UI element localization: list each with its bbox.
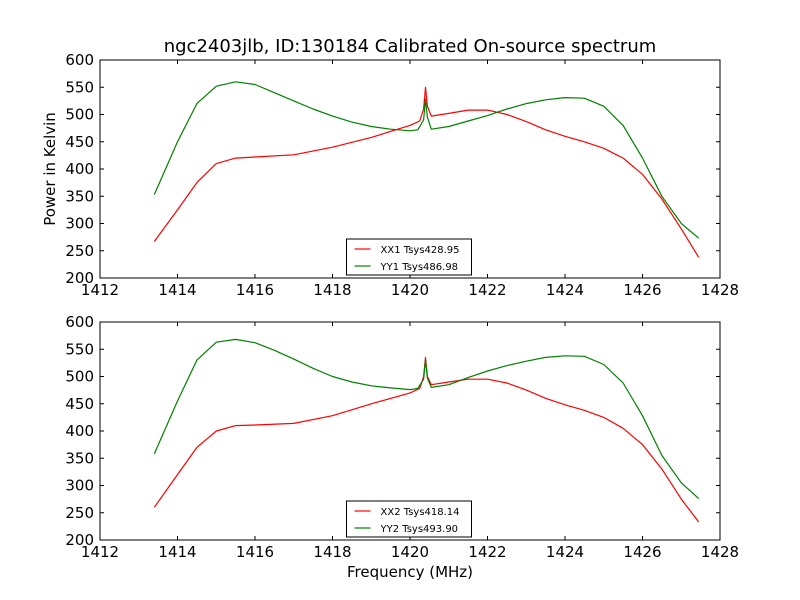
x-tick-label: 1428 <box>701 281 739 299</box>
y-tick-label: 300 <box>65 477 94 495</box>
y-tick-label: 350 <box>65 187 94 205</box>
y-tick-label: 600 <box>65 313 94 331</box>
y-tick-label: 300 <box>65 215 94 233</box>
series-line-2 <box>153 81 700 239</box>
x-tick-label: 1414 <box>158 281 196 299</box>
x-tick-label: 1428 <box>701 543 739 561</box>
x-tick-label: 1422 <box>468 281 506 299</box>
x-tick-label: 1420 <box>391 543 429 561</box>
x-tick-label: 1418 <box>313 281 351 299</box>
y-tick-label: 250 <box>65 504 94 522</box>
legend-label: XX2 Tsys418.14 <box>381 507 460 518</box>
legend-label: XX1 Tsys428.95 <box>381 245 460 256</box>
y-tick-label: 450 <box>65 133 94 151</box>
legend-box <box>346 500 472 538</box>
series-line-2 <box>153 338 700 500</box>
y-tick-label: 550 <box>65 78 94 96</box>
x-tick-label: 1412 <box>81 281 119 299</box>
x-tick-label: 1424 <box>546 281 584 299</box>
x-tick-label: 1416 <box>236 281 274 299</box>
y-axis-label: Power in Kelvin <box>41 112 59 226</box>
x-tick-label: 1416 <box>236 543 274 561</box>
y-tick-label: 600 <box>65 51 94 69</box>
y-tick-label: 500 <box>65 368 94 386</box>
x-axis-label: Frequency (MHz) <box>347 563 473 581</box>
x-tick-label: 1426 <box>623 281 661 299</box>
chart-panel-2: 1412 1414 1416 1418 1420 1422 1424 1426 1428 200 2… <box>65 313 739 581</box>
series-line-1 <box>153 86 700 258</box>
legend-box <box>346 238 472 276</box>
y-tick-label: 450 <box>65 395 94 413</box>
y-tick-label: 200 <box>65 531 94 549</box>
x-tick-label: 1424 <box>546 543 584 561</box>
x-tick-label: 1412 <box>81 543 119 561</box>
x-tick-label: 1420 <box>391 281 429 299</box>
chart-title: ngc2403jlb, ID:130184 Calibrated On-sour… <box>164 36 657 57</box>
y-tick-label: 350 <box>65 449 94 467</box>
legend-label: YY1 Tsys486.98 <box>380 262 459 273</box>
series-line-1 <box>153 356 700 523</box>
y-tick-label: 550 <box>65 340 94 358</box>
y-tick-label: 400 <box>65 422 94 440</box>
x-tick-label: 1426 <box>623 543 661 561</box>
y-tick-label: 400 <box>65 160 94 178</box>
x-tick-label: 1422 <box>468 543 506 561</box>
legend-label: YY2 Tsys493.90 <box>380 524 459 535</box>
y-tick-label: 250 <box>65 242 94 260</box>
x-tick-label: 1414 <box>158 543 196 561</box>
y-tick-label: 200 <box>65 269 94 287</box>
x-tick-label: 1418 <box>313 543 351 561</box>
y-tick-label: 500 <box>65 106 94 124</box>
chart-panel-1: 1412 1414 1416 1418 1420 1422 1424 1426 1428 200 2… <box>41 36 739 299</box>
